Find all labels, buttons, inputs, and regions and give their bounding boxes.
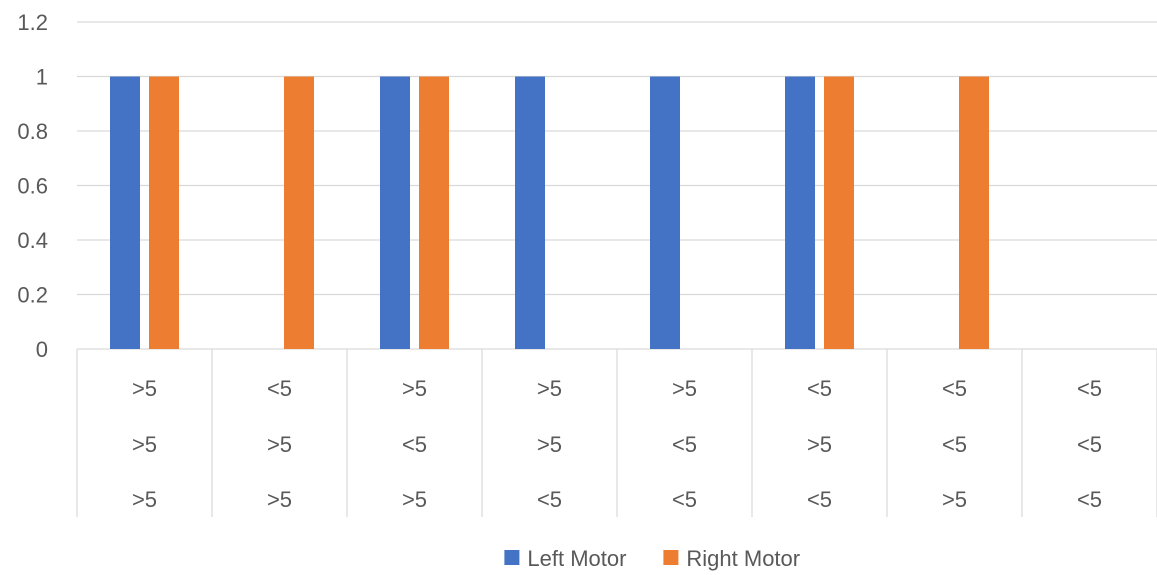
legend-label-left-motor: Left Motor (527, 546, 626, 571)
category-label: <5 (1077, 432, 1102, 457)
bar-left-motor (785, 76, 815, 349)
category-label: >5 (942, 487, 967, 512)
category-label: <5 (942, 376, 967, 401)
category-label: <5 (267, 376, 292, 401)
bar-right-motor (959, 76, 989, 349)
category-label: >5 (132, 376, 157, 401)
category-label: <5 (537, 487, 562, 512)
y-tick-label: 1.2 (17, 10, 48, 35)
bars (110, 76, 989, 349)
category-label: >5 (537, 376, 562, 401)
category-label: <5 (672, 487, 697, 512)
bar-right-motor (824, 76, 854, 349)
category-label: >5 (132, 432, 157, 457)
category-label: <5 (672, 432, 697, 457)
bar-left-motor (515, 76, 545, 349)
category-label: <5 (402, 432, 427, 457)
y-tick-label: 0.6 (17, 174, 48, 199)
bar-left-motor (380, 76, 410, 349)
bar-right-motor (419, 76, 449, 349)
category-label: >5 (267, 432, 292, 457)
y-axis-tick-labels: 0 0.2 0.4 0.6 0.8 1 1.2 (17, 10, 48, 362)
y-tick-label: 0 (36, 337, 48, 362)
y-tick-label: 0.4 (17, 228, 48, 253)
y-tick-label: 1 (36, 65, 48, 90)
legend: Left Motor Right Motor (504, 546, 800, 571)
category-label: <5 (807, 487, 832, 512)
y-tick-label: 0.2 (17, 283, 48, 308)
category-label: >5 (672, 376, 697, 401)
category-label: <5 (942, 432, 967, 457)
gridlines (77, 21, 1157, 350)
category-label: <5 (1077, 487, 1102, 512)
category-label: <5 (807, 376, 832, 401)
category-label: >5 (402, 376, 427, 401)
category-label: >5 (807, 432, 832, 457)
legend-label-right-motor: Right Motor (686, 546, 800, 571)
bar-left-motor (650, 76, 680, 349)
category-label: >5 (402, 487, 427, 512)
category-label: >5 (132, 487, 157, 512)
legend-swatch-left-motor (504, 550, 520, 565)
y-tick-label: 0.8 (17, 119, 48, 144)
bar-right-motor (149, 76, 179, 349)
bar-right-motor (284, 76, 314, 349)
category-label: >5 (537, 432, 562, 457)
category-axis: >5 >5 >5 <5 >5 >5 >5 <5 >5 >5 >5 <5 >5 <5 <5 <5 >5 <5 <5 <5… (76, 349, 1157, 517)
category-label: <5 (1077, 376, 1102, 401)
category-label: >5 (267, 487, 292, 512)
bar-left-motor (110, 76, 140, 349)
legend-swatch-right-motor (663, 550, 679, 565)
